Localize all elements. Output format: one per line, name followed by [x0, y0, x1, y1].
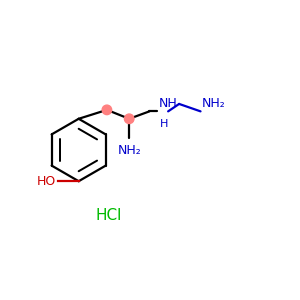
Text: HCl: HCl	[95, 208, 122, 223]
Text: NH₂: NH₂	[117, 144, 141, 157]
Text: HO: HO	[37, 175, 56, 188]
Text: H: H	[160, 119, 168, 129]
Circle shape	[124, 114, 134, 124]
Circle shape	[102, 105, 112, 115]
Text: NH₂: NH₂	[202, 97, 226, 110]
Text: NH: NH	[158, 97, 177, 110]
